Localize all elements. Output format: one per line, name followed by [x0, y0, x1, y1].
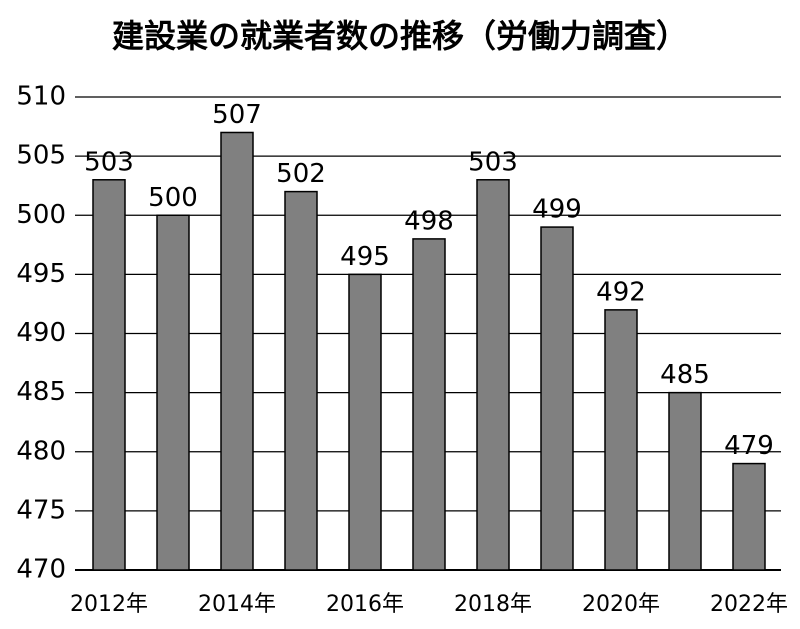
y-tick-label: 505: [16, 141, 66, 171]
bar: [284, 190, 318, 571]
bar: [412, 238, 446, 571]
bar: [220, 131, 254, 571]
value-label: 503: [84, 147, 134, 177]
x-tick-label: 2018年: [454, 592, 532, 617]
y-tick-label: 510: [16, 82, 66, 112]
y-tick-label: 485: [16, 377, 66, 407]
y-tick-label: 470: [16, 555, 66, 585]
y-tick-label: 490: [16, 318, 66, 348]
value-label: 499: [532, 195, 582, 225]
value-label: 498: [404, 206, 454, 236]
y-tick-label: 475: [16, 495, 66, 525]
bar: [156, 214, 190, 571]
bar: [540, 226, 574, 571]
bar: [732, 462, 766, 571]
value-label: 502: [276, 159, 326, 189]
bar: [604, 309, 638, 571]
value-label: 479: [724, 431, 774, 461]
x-tick-label: 2020年: [582, 592, 660, 617]
y-tick-label: 500: [16, 200, 66, 230]
bar: [348, 273, 382, 571]
x-tick-label: 2014年: [198, 592, 276, 617]
y-tick-label: 495: [16, 259, 66, 289]
x-tick-label: 2022年: [710, 592, 788, 617]
value-label: 507: [212, 100, 262, 130]
value-label: 485: [660, 360, 710, 390]
x-tick-label: 2012年: [70, 592, 148, 617]
value-label: 495: [340, 242, 390, 272]
value-label: 492: [596, 277, 646, 307]
value-label: 500: [148, 183, 198, 213]
x-tick-label: 2016年: [326, 592, 404, 617]
bar: [668, 391, 702, 571]
value-label: 503: [468, 147, 518, 177]
bar: [92, 179, 126, 571]
chart-title: 建設業の就業者数の推移（労働力調査）: [112, 17, 688, 55]
bar: [476, 179, 510, 571]
y-tick-label: 480: [16, 436, 66, 466]
